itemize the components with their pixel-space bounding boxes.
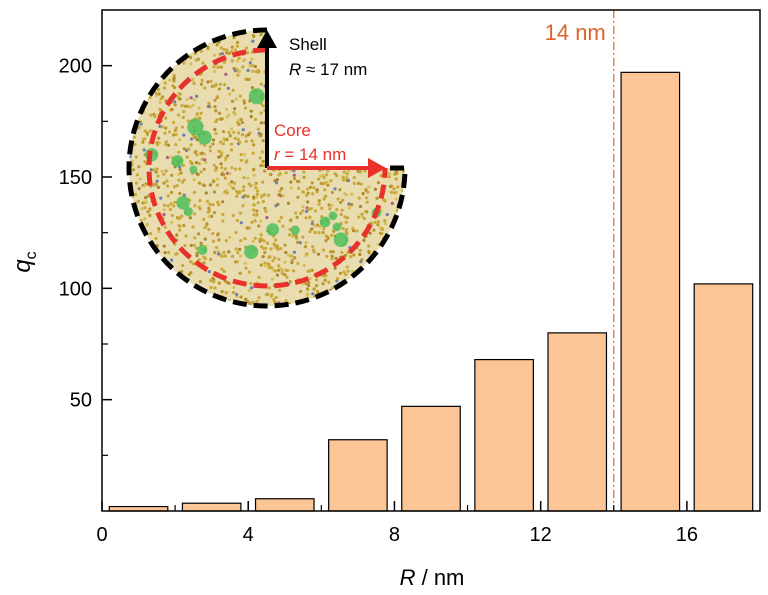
bar — [620, 71, 681, 512]
x-tick-label: 16 — [676, 524, 698, 546]
x-tick-label: 8 — [389, 524, 400, 546]
y-tick-label: 50 — [70, 390, 92, 412]
shell-arrowhead — [257, 30, 277, 48]
core-arrowhead — [368, 158, 386, 178]
core-radius-label: r = 14 nm — [274, 145, 346, 164]
y-tick-label: 100 — [59, 278, 92, 300]
bars — [108, 71, 754, 512]
core-label: Core — [274, 121, 311, 140]
plot-frame — [101, 9, 761, 512]
x-tick-label: 0 — [96, 524, 107, 546]
x-axis-label: R / nm — [400, 565, 465, 590]
inset-nanoparticle: Shell R ≈ 17 nm Core r = 14 nm — [126, 27, 408, 309]
y-tick-label: 150 — [59, 167, 92, 189]
axis-ticks: 0 4 8 12 16 50 100 150 200 — [59, 56, 698, 546]
threshold-label: 14 nm — [545, 20, 606, 45]
shell-boundary — [126, 27, 408, 309]
bar — [693, 283, 754, 512]
bar — [474, 358, 534, 512]
x-tick-label: 4 — [243, 524, 254, 546]
bar — [181, 502, 242, 512]
bar — [254, 498, 315, 512]
y-tick-label: 200 — [59, 56, 92, 78]
bar — [547, 332, 608, 512]
bar — [401, 405, 461, 512]
y-axis-label: qc — [9, 251, 40, 272]
shell-label: Shell — [289, 35, 327, 54]
bar — [328, 439, 388, 512]
shell-radius-label: R ≈ 17 nm — [289, 60, 367, 79]
core-boundary — [146, 47, 388, 289]
x-tick-label: 12 — [530, 524, 552, 546]
